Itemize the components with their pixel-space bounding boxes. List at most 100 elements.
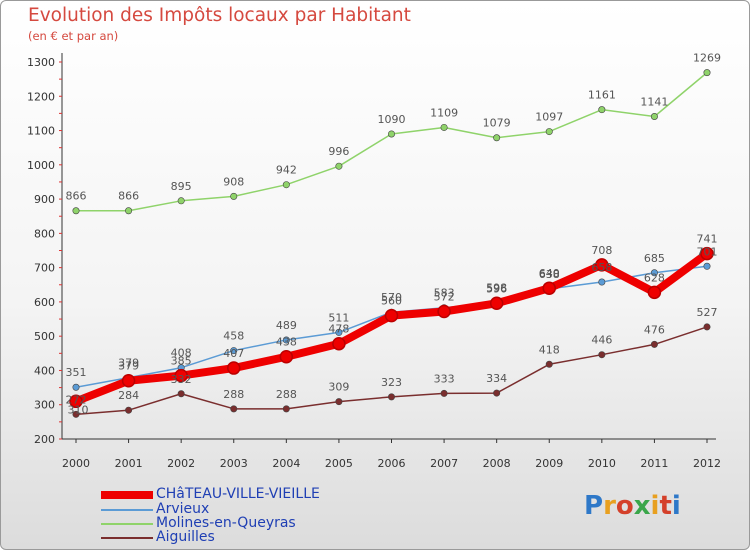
data-label: 996 xyxy=(328,145,349,158)
data-point xyxy=(440,389,448,397)
data-label: 1097 xyxy=(535,111,563,124)
data-point xyxy=(650,340,658,348)
data-point xyxy=(650,112,658,120)
data-point xyxy=(72,383,80,391)
data-label: 1109 xyxy=(430,106,458,119)
data-point xyxy=(177,197,185,205)
data-point xyxy=(440,123,448,131)
series-line xyxy=(75,265,708,388)
data-label: 438 xyxy=(276,336,297,349)
brand-letter: P xyxy=(584,491,604,521)
data-point xyxy=(650,269,658,277)
data-label: 596 xyxy=(486,282,507,295)
legend-label-aiguilles: Aiguilles xyxy=(156,529,215,545)
data-label: 658 xyxy=(591,261,612,274)
data-point xyxy=(177,390,185,398)
data-label: 333 xyxy=(434,372,455,385)
legend-swatch-arvieux xyxy=(101,509,153,511)
data-label: 323 xyxy=(381,376,402,389)
x-tick-label: 2000 xyxy=(62,457,90,470)
x-tick-label: 2009 xyxy=(535,457,563,470)
data-point xyxy=(279,349,294,364)
data-point xyxy=(230,192,238,200)
data-point xyxy=(387,130,395,138)
brand-logo: Proxiti xyxy=(584,491,681,521)
data-label: 741 xyxy=(697,233,718,246)
x-tick-label: 2006 xyxy=(378,457,406,470)
data-point xyxy=(598,351,606,359)
data-point xyxy=(282,336,290,344)
legend-swatch-aiguilles xyxy=(101,537,153,539)
data-label: 379 xyxy=(118,357,139,370)
y-tick-label: 900 xyxy=(34,193,55,206)
data-point xyxy=(121,373,136,388)
data-point xyxy=(69,394,83,409)
data-point xyxy=(545,128,553,136)
data-point xyxy=(282,405,290,413)
data-point xyxy=(489,296,504,311)
data-label: 1090 xyxy=(378,113,406,126)
legend-swatch-molines xyxy=(101,523,153,525)
data-label: 418 xyxy=(539,343,560,356)
data-point xyxy=(545,360,553,368)
data-label: 478 xyxy=(328,323,349,336)
x-tick-label: 2007 xyxy=(430,457,458,470)
data-label: 272 xyxy=(66,393,87,406)
data-point xyxy=(227,361,241,375)
data-label: 640 xyxy=(539,267,560,280)
data-label: 908 xyxy=(223,175,244,188)
data-label: 511 xyxy=(328,311,349,324)
x-tick-label: 2002 xyxy=(167,457,195,470)
data-point xyxy=(125,207,133,215)
data-label: 583 xyxy=(434,287,455,300)
data-point xyxy=(542,281,556,295)
data-point xyxy=(647,285,662,300)
y-tick-label: 200 xyxy=(34,433,55,446)
data-point xyxy=(595,258,609,272)
data-label: 570 xyxy=(381,291,402,304)
data-label: 489 xyxy=(276,319,297,332)
brand-letter: x xyxy=(633,491,651,521)
x-tick-label: 2010 xyxy=(588,457,616,470)
data-label: 408 xyxy=(171,347,192,360)
data-point xyxy=(598,278,606,286)
data-point xyxy=(437,304,451,319)
data-label: 1141 xyxy=(640,95,668,108)
data-label: 334 xyxy=(486,372,507,385)
x-tick-label: 2001 xyxy=(115,457,143,470)
legend-label-arvieux: Arvieux xyxy=(156,501,210,517)
brand-letter: t xyxy=(659,491,672,521)
data-label: 1079 xyxy=(483,117,511,130)
data-label: 309 xyxy=(328,381,349,394)
legend-label-chateau: CHâTEAU-VILLE-VIEILLE xyxy=(156,486,320,502)
data-label: 351 xyxy=(66,366,87,379)
data-label: 1269 xyxy=(693,52,721,65)
brand-letter: o xyxy=(615,491,634,521)
data-label: 638 xyxy=(539,268,560,281)
data-label: 332 xyxy=(171,373,192,386)
y-tick-label: 1100 xyxy=(27,125,55,138)
legend-label-molines: Molines-en-Queyras xyxy=(156,515,296,531)
data-label: 407 xyxy=(223,347,244,360)
data-label: 572 xyxy=(434,291,455,304)
data-point xyxy=(335,398,343,406)
data-point xyxy=(230,347,238,355)
data-point xyxy=(493,134,501,142)
data-point xyxy=(335,328,343,336)
data-point xyxy=(703,323,711,331)
y-tick-label: 700 xyxy=(34,262,55,275)
chart-subtitle: (en € et par an) xyxy=(28,29,119,43)
data-label: 476 xyxy=(644,323,665,336)
data-label: 527 xyxy=(697,306,718,319)
data-label: 866 xyxy=(118,190,139,203)
x-tick-label: 2004 xyxy=(272,457,300,470)
data-label: 598 xyxy=(486,282,507,295)
brand-letter: i xyxy=(650,491,660,521)
series-line xyxy=(75,326,708,416)
data-point xyxy=(335,162,343,170)
data-point xyxy=(72,207,80,215)
data-label: 685 xyxy=(644,252,665,265)
y-tick-label: 500 xyxy=(34,330,55,343)
